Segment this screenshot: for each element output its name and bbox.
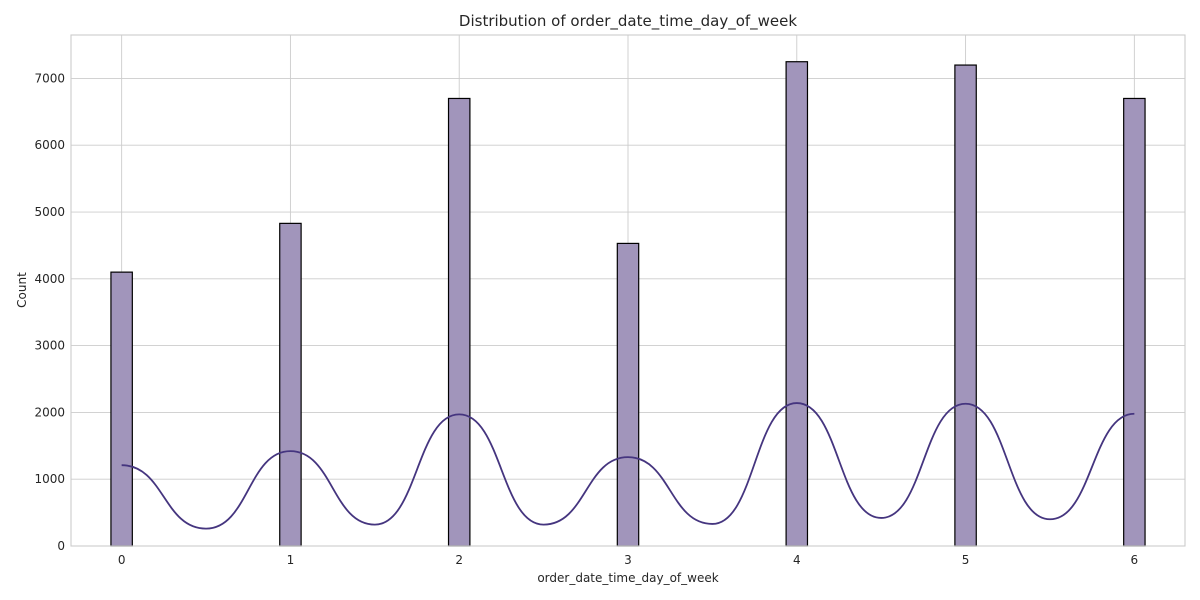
x-tick-label: 0	[118, 553, 126, 567]
y-tick-label: 0	[57, 539, 65, 553]
y-tick-label: 3000	[34, 339, 65, 353]
x-axis-label: order_date_time_day_of_week	[537, 571, 718, 585]
histogram-bars	[110, 61, 1146, 547]
histogram-bar	[447, 97, 471, 547]
histogram-bar	[1123, 97, 1146, 547]
histogram-bar	[616, 242, 640, 547]
x-tick-label: 2	[455, 553, 463, 567]
x-tick-label: 6	[1131, 553, 1139, 567]
histogram-bar	[279, 222, 302, 547]
x-tick-labels: 0 1 2 3 4 5 6	[118, 553, 1138, 567]
y-axis-label: Count	[15, 272, 29, 308]
histogram-bar	[110, 271, 133, 547]
x-tick-label: 4	[793, 553, 801, 567]
x-tick-label: 3	[624, 553, 632, 567]
y-tick-label: 2000	[34, 405, 65, 419]
histogram-bar	[954, 64, 977, 547]
y-tick-label: 5000	[34, 205, 65, 219]
y-tick-label: 6000	[34, 138, 65, 152]
chart-title: Distribution of order_date_time_day_of_w…	[459, 12, 797, 31]
kde-curve	[121, 402, 1135, 530]
y-tick-label: 1000	[34, 472, 65, 486]
y-tick-label: 7000	[34, 71, 65, 85]
plot-frame	[70, 34, 1186, 547]
y-tick-label: 4000	[34, 272, 65, 286]
x-tick-label: 1	[287, 553, 295, 567]
y-tick-labels: 0 1000 2000 3000 4000 5000 6000 7000	[34, 71, 65, 553]
histogram-bar	[785, 61, 809, 547]
x-tick-label: 5	[962, 553, 970, 567]
